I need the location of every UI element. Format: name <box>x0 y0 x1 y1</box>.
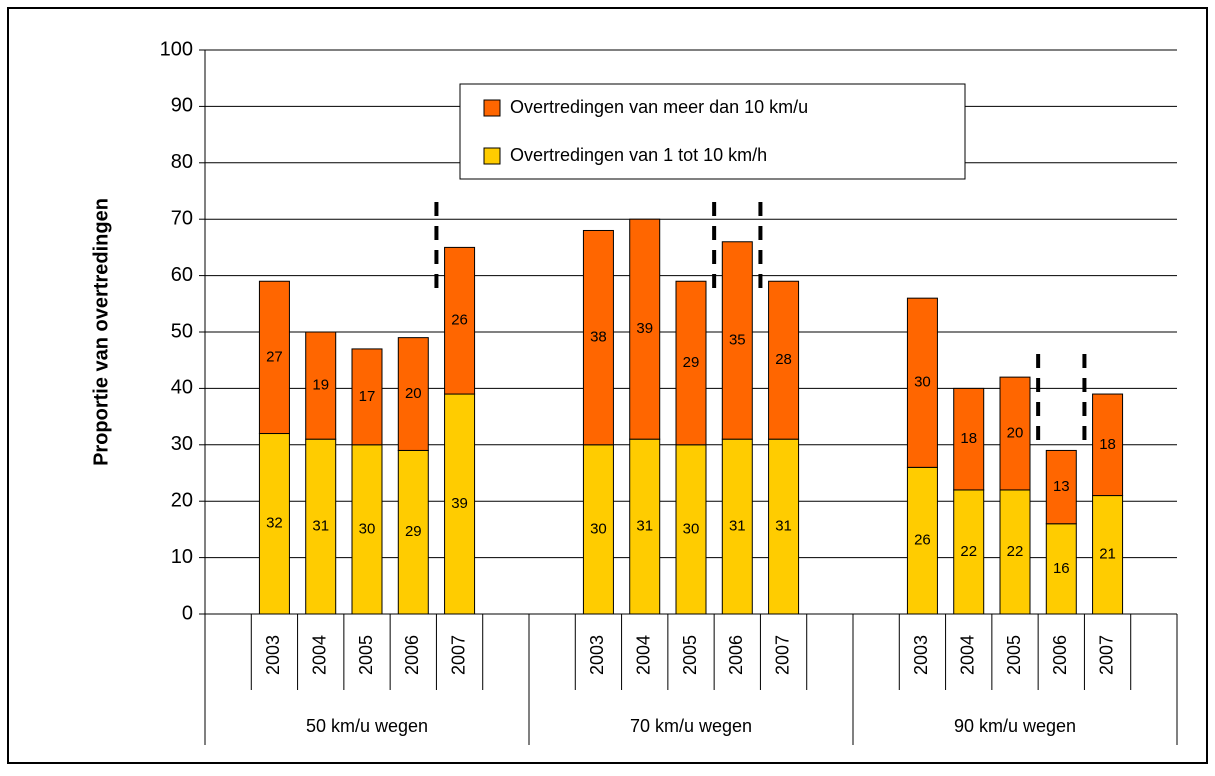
data-label: 20 <box>405 385 422 402</box>
bar-segment <box>444 246 476 395</box>
bar-segment <box>953 489 985 615</box>
data-label: 28 <box>775 351 792 368</box>
bar-segment <box>1092 495 1124 615</box>
data-label: 18 <box>1099 436 1116 453</box>
data-label: 31 <box>775 518 792 535</box>
bar-segment <box>258 280 290 435</box>
y-tick-label: 90 <box>171 95 193 117</box>
data-label: 16 <box>1053 560 1070 577</box>
bar-segment <box>906 297 938 468</box>
bar-segment <box>1045 449 1077 525</box>
bar-segment <box>768 438 800 615</box>
bar-segment <box>999 489 1031 615</box>
data-label: 26 <box>914 532 931 549</box>
data-label: 19 <box>312 377 329 394</box>
bar-segment <box>675 280 707 446</box>
bar-segment <box>629 218 661 440</box>
data-label: 29 <box>405 523 422 540</box>
y-tick-label: 20 <box>171 489 193 511</box>
data-label: 31 <box>729 518 746 535</box>
x-tick-label: 2007 <box>448 635 468 675</box>
bar-segment <box>305 331 337 440</box>
group-label: 70 km/u wegen <box>630 716 752 736</box>
data-label: 30 <box>590 520 607 537</box>
data-label: 31 <box>312 518 329 535</box>
bar-segment <box>582 229 614 446</box>
data-label: 39 <box>636 320 653 337</box>
bar-segment <box>351 444 383 615</box>
bar-segment <box>721 438 753 615</box>
bar-segment <box>582 444 614 615</box>
y-tick-label: 50 <box>171 320 193 342</box>
x-tick-label: 2005 <box>356 635 376 675</box>
group-label: 90 km/u wegen <box>954 716 1076 736</box>
data-label: 32 <box>266 515 283 532</box>
legend-label: Overtredingen van 1 tot 10 km/h <box>510 145 767 165</box>
data-label: 18 <box>960 430 977 447</box>
y-tick-label: 10 <box>171 546 193 568</box>
x-tick-label: 2004 <box>633 635 653 675</box>
y-tick-label: 100 <box>160 38 193 60</box>
data-label: 13 <box>1053 478 1070 495</box>
bar-segment <box>1092 393 1124 497</box>
data-label: 38 <box>590 329 607 346</box>
x-tick-label: 2007 <box>772 635 792 675</box>
group-label: 50 km/u wegen <box>306 716 428 736</box>
data-label: 20 <box>1007 424 1024 441</box>
data-label: 27 <box>266 348 283 365</box>
bar-segment <box>629 438 661 615</box>
data-label: 22 <box>960 543 977 560</box>
x-tick-label: 2005 <box>1004 635 1024 675</box>
x-tick-label: 2005 <box>680 635 700 675</box>
data-label: 17 <box>359 388 376 405</box>
legend-swatch <box>483 147 501 165</box>
legend-box <box>459 83 966 180</box>
x-tick-label: 2003 <box>587 635 607 675</box>
y-tick-label: 30 <box>171 433 193 455</box>
bar-segment <box>258 433 290 615</box>
data-label: 30 <box>359 520 376 537</box>
legend-swatch <box>483 99 501 117</box>
data-label: 22 <box>1007 543 1024 560</box>
y-tick-label: 0 <box>182 602 193 624</box>
y-tick-label: 70 <box>171 207 193 229</box>
bar-segment <box>444 393 476 615</box>
x-tick-label: 2007 <box>1096 635 1116 675</box>
x-tick-label: 2006 <box>726 635 746 675</box>
bar-segment <box>999 376 1031 491</box>
y-tick-label: 60 <box>171 264 193 286</box>
bar-segment <box>768 280 800 440</box>
bar-segment <box>1045 523 1077 615</box>
y-axis-title: Proportie van overtredingen <box>90 198 112 466</box>
data-label: 35 <box>729 331 746 348</box>
x-tick-label: 2003 <box>911 635 931 675</box>
bar-segment <box>721 241 753 440</box>
data-label: 29 <box>683 354 700 371</box>
bar-segment <box>397 337 429 451</box>
x-tick-label: 2006 <box>1050 635 1070 675</box>
x-tick-label: 2004 <box>309 635 329 675</box>
x-tick-label: 2006 <box>402 635 422 675</box>
data-label: 26 <box>451 312 468 329</box>
data-label: 21 <box>1099 546 1116 563</box>
legend-label: Overtredingen van meer dan 10 km/u <box>510 97 808 117</box>
x-tick-label: 2003 <box>263 635 283 675</box>
data-label: 30 <box>914 374 931 391</box>
bar-segment <box>953 387 985 491</box>
bar-segment <box>397 449 429 615</box>
bar-segment <box>351 348 383 446</box>
bar-segment <box>675 444 707 615</box>
data-label: 30 <box>683 520 700 537</box>
y-tick-label: 40 <box>171 377 193 399</box>
data-label: 39 <box>451 495 468 512</box>
y-tick-label: 80 <box>171 151 193 173</box>
data-label: 31 <box>636 518 653 535</box>
bar-segment <box>906 466 938 615</box>
x-tick-label: 2004 <box>957 635 977 675</box>
